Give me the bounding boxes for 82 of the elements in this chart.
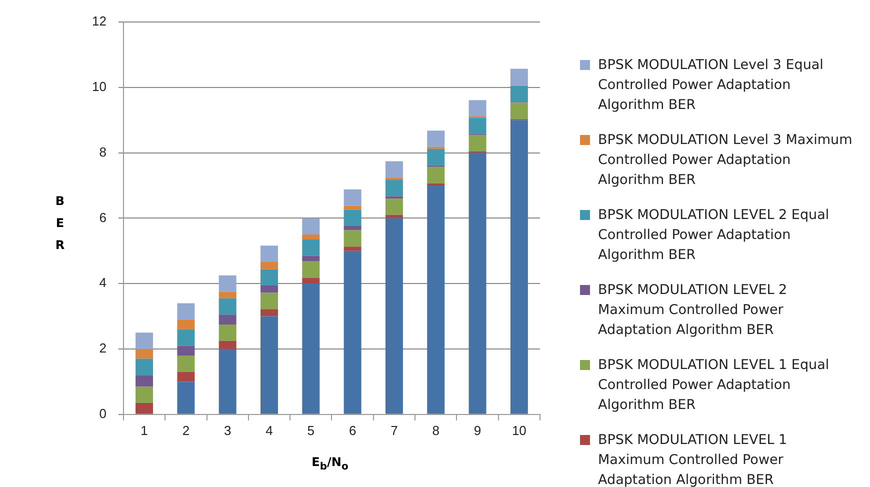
bar [385,180,403,196]
x-tick-label: 4 [266,422,273,438]
bar [344,246,362,251]
bar [344,189,362,206]
bar [218,349,236,414]
bar [177,372,195,382]
bar [468,118,486,134]
legend-label: BPSK MODULATION LEVEL 2 Maximum Controlled Power Adaptation Algorithm BER [598,281,788,340]
bar [260,286,278,293]
legend-label: BPSK MODULATION LEVEL 2 Equal Controlled Power Adaptation Algorithm BER [598,206,830,265]
bar [510,68,528,86]
legend-label: BPSK MODULATION LEVEL 1 Equal Controlled Power Adaptation Algorithm BER [598,356,830,415]
bar [302,256,320,262]
bar [302,261,320,278]
bar [302,218,320,235]
bar [177,346,195,356]
bar [344,210,362,226]
bar [260,309,278,316]
y-tick-label: 10 [92,78,106,94]
y-axis-title: BER [54,193,66,254]
bar [302,278,320,284]
bar [510,86,528,102]
bar [136,349,154,359]
legend-label: BPSK MODULATION LEVEL 1 Maximum Controlled Power Adaptation Algorithm BER [598,431,788,487]
bar [385,218,403,414]
x-tick-label: 8 [432,422,440,438]
bar [260,292,278,310]
bar [260,316,278,414]
bar [177,303,195,320]
legend-label: BPSK MODULATION Level 3 Equal Controlled Power Adaptation Algorithm BER [598,56,824,115]
y-tick-label: 4 [99,275,106,290]
bar [177,320,195,330]
bar [302,284,320,414]
bar [427,166,445,184]
bar [344,226,362,230]
bar [218,324,236,341]
bar [344,250,362,414]
bar [468,135,486,152]
bar [302,239,320,256]
bar [136,332,154,349]
bar [218,314,236,324]
bar [344,230,362,247]
x-axis-title: E$_{b}$/N$_{o}$ [310,455,350,472]
bar [177,382,195,414]
bar [218,292,236,298]
x-tick-label: 1 [140,422,148,438]
bar [510,120,528,414]
bar [260,262,278,270]
x-tick-label: 10 [512,422,526,438]
bar [385,214,403,218]
x-tick-label: 2 [182,422,190,438]
bar [177,356,195,372]
y-tick-label: 6 [99,210,106,225]
y-tick-label: 12 [92,14,106,29]
bar [136,358,154,376]
bar [510,102,528,120]
bar [427,186,445,414]
legend-label: BPSK MODULATION Level 3 Maximum Controlled Power Adaptation Algorithm BER [598,131,853,190]
y-tick-label: 8 [99,144,106,160]
bar [136,402,154,414]
x-tick-label: 7 [390,422,398,438]
bar [427,148,445,166]
bar [468,100,486,117]
bar [177,329,195,346]
y-tick-label: 0 [99,406,106,421]
x-tick-label: 6 [348,422,356,438]
bar [385,161,403,178]
bar [136,386,154,403]
x-tick-label: 9 [474,422,482,438]
bar [468,152,486,414]
bar [260,246,278,262]
x-tick-label: 3 [224,422,232,438]
bar [302,234,320,240]
bar [385,198,403,215]
y-tick-label: 2 [99,340,106,356]
x-tick-label: 5 [307,422,315,438]
bar [136,375,154,387]
bar [218,275,236,292]
bar [218,340,236,349]
bar [427,130,445,147]
bar [218,298,236,315]
bar [260,269,278,286]
